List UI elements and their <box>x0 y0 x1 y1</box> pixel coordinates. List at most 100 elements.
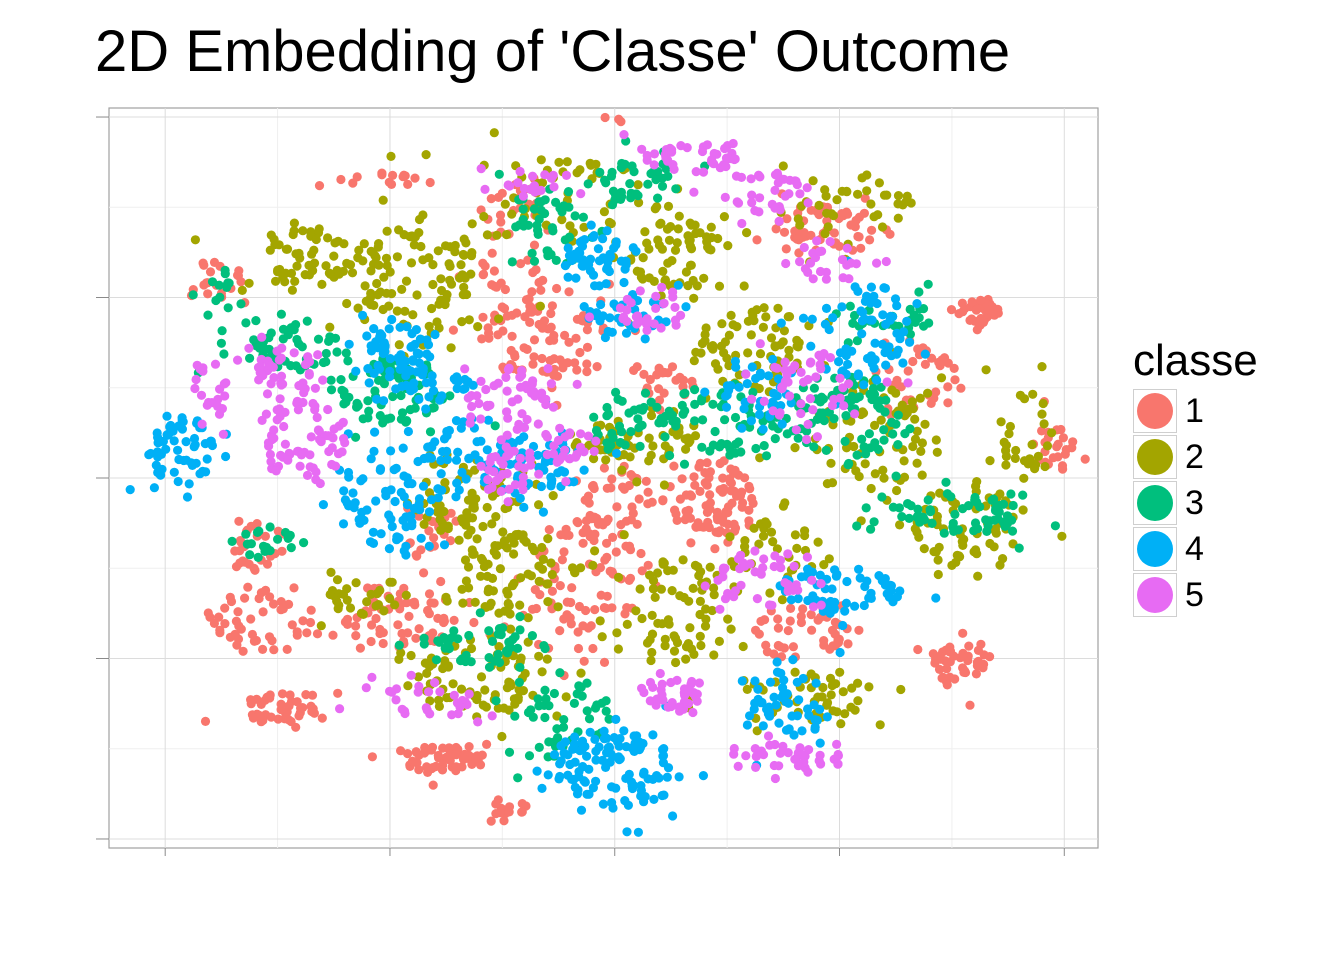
data-point-class-3 <box>748 387 758 397</box>
data-point-class-3 <box>266 328 276 338</box>
data-point-class-3 <box>900 429 910 439</box>
data-point-class-1 <box>1080 454 1090 464</box>
data-point-class-3 <box>302 316 312 326</box>
data-point-class-5 <box>788 585 798 596</box>
data-point-class-3 <box>616 194 626 204</box>
data-point-class-3 <box>260 344 270 354</box>
data-point-class-5 <box>751 762 761 773</box>
data-point-class-4 <box>376 529 386 539</box>
data-point-class-2 <box>1042 441 1053 451</box>
data-point-class-4 <box>721 402 732 412</box>
data-point-class-4 <box>796 572 807 582</box>
data-point-class-3 <box>443 637 453 648</box>
data-point-class-3 <box>600 175 610 185</box>
data-point-class-3 <box>273 534 283 544</box>
data-point-class-3 <box>845 301 855 311</box>
data-point-class-5 <box>729 749 739 759</box>
data-point-class-3 <box>877 492 887 502</box>
data-point-class-2 <box>515 600 525 610</box>
data-point-class-2 <box>408 310 418 320</box>
data-point-class-1 <box>654 395 665 405</box>
data-point-class-1 <box>582 367 592 377</box>
data-point-class-4 <box>777 692 787 703</box>
data-point-class-1 <box>579 656 589 666</box>
data-point-class-5 <box>816 579 826 589</box>
data-point-class-4 <box>620 264 630 274</box>
data-point-class-1 <box>428 763 438 773</box>
data-point-class-3 <box>629 167 639 177</box>
data-point-class-2 <box>766 333 777 343</box>
data-point-class-2 <box>849 441 859 452</box>
data-point-class-1 <box>935 361 945 371</box>
data-point-class-3 <box>363 396 373 406</box>
data-point-class-5 <box>698 167 709 177</box>
data-point-class-1 <box>761 640 771 650</box>
data-point-class-2 <box>671 657 681 668</box>
data-point-class-1 <box>602 591 612 601</box>
data-point-class-5 <box>220 391 230 401</box>
data-point-class-3 <box>321 357 331 367</box>
data-point-class-1 <box>498 326 508 336</box>
data-point-class-2 <box>835 667 845 677</box>
data-point-class-5 <box>783 748 793 758</box>
data-point-class-5 <box>314 426 324 436</box>
data-point-class-1 <box>396 746 406 756</box>
data-point-class-2 <box>542 654 552 664</box>
data-point-class-3 <box>861 449 871 459</box>
data-point-class-2 <box>537 564 548 574</box>
data-point-class-1 <box>220 619 230 629</box>
data-point-class-1 <box>425 177 435 188</box>
data-point-class-5 <box>591 436 601 446</box>
data-point-class-1 <box>547 586 558 596</box>
data-point-class-3 <box>626 427 636 437</box>
data-point-class-2 <box>766 527 777 537</box>
data-point-class-2 <box>688 583 698 594</box>
data-point-class-3 <box>551 255 561 265</box>
data-point-class-4 <box>771 700 781 710</box>
data-point-class-3 <box>358 414 368 424</box>
data-point-class-1 <box>705 498 716 508</box>
data-point-class-2 <box>505 678 516 689</box>
data-point-class-4 <box>607 798 617 808</box>
data-point-class-4 <box>611 783 621 793</box>
data-point-class-2 <box>640 227 650 237</box>
data-point-class-4 <box>638 769 649 779</box>
data-point-class-5 <box>729 154 740 165</box>
data-point-class-1 <box>230 629 240 639</box>
data-point-class-3 <box>540 712 550 723</box>
data-point-class-4 <box>590 281 600 291</box>
data-point-class-1 <box>487 248 497 258</box>
data-point-class-3 <box>460 656 471 667</box>
data-point-class-3 <box>634 423 644 433</box>
data-point-class-4 <box>620 796 630 806</box>
data-point-class-2 <box>561 692 571 702</box>
data-point-class-2 <box>493 703 503 713</box>
data-point-class-5 <box>483 475 493 485</box>
data-point-class-4 <box>649 794 659 805</box>
data-point-class-2 <box>290 276 300 286</box>
data-point-class-4 <box>369 446 379 456</box>
data-point-class-2 <box>392 252 402 262</box>
data-point-class-3 <box>514 677 525 688</box>
data-point-class-4 <box>457 467 467 477</box>
data-point-class-1 <box>529 352 539 362</box>
data-point-class-4 <box>792 711 803 721</box>
legend-item-5: 5 <box>1133 572 1258 618</box>
data-point-class-3 <box>888 502 899 512</box>
data-point-class-2 <box>917 470 927 480</box>
data-point-class-1 <box>612 502 622 512</box>
data-point-class-2 <box>289 218 299 228</box>
data-point-class-2 <box>538 554 549 565</box>
data-point-class-5 <box>783 377 793 387</box>
data-point-class-2 <box>448 679 458 689</box>
data-point-class-4 <box>454 485 464 495</box>
data-point-class-2 <box>1047 428 1057 438</box>
data-point-class-4 <box>570 249 580 259</box>
data-point-class-2 <box>972 549 982 559</box>
data-point-class-4 <box>423 340 434 350</box>
data-point-class-1 <box>234 266 244 276</box>
data-point-class-1 <box>670 505 680 515</box>
data-point-class-4 <box>798 313 809 323</box>
data-point-class-3 <box>559 715 569 725</box>
